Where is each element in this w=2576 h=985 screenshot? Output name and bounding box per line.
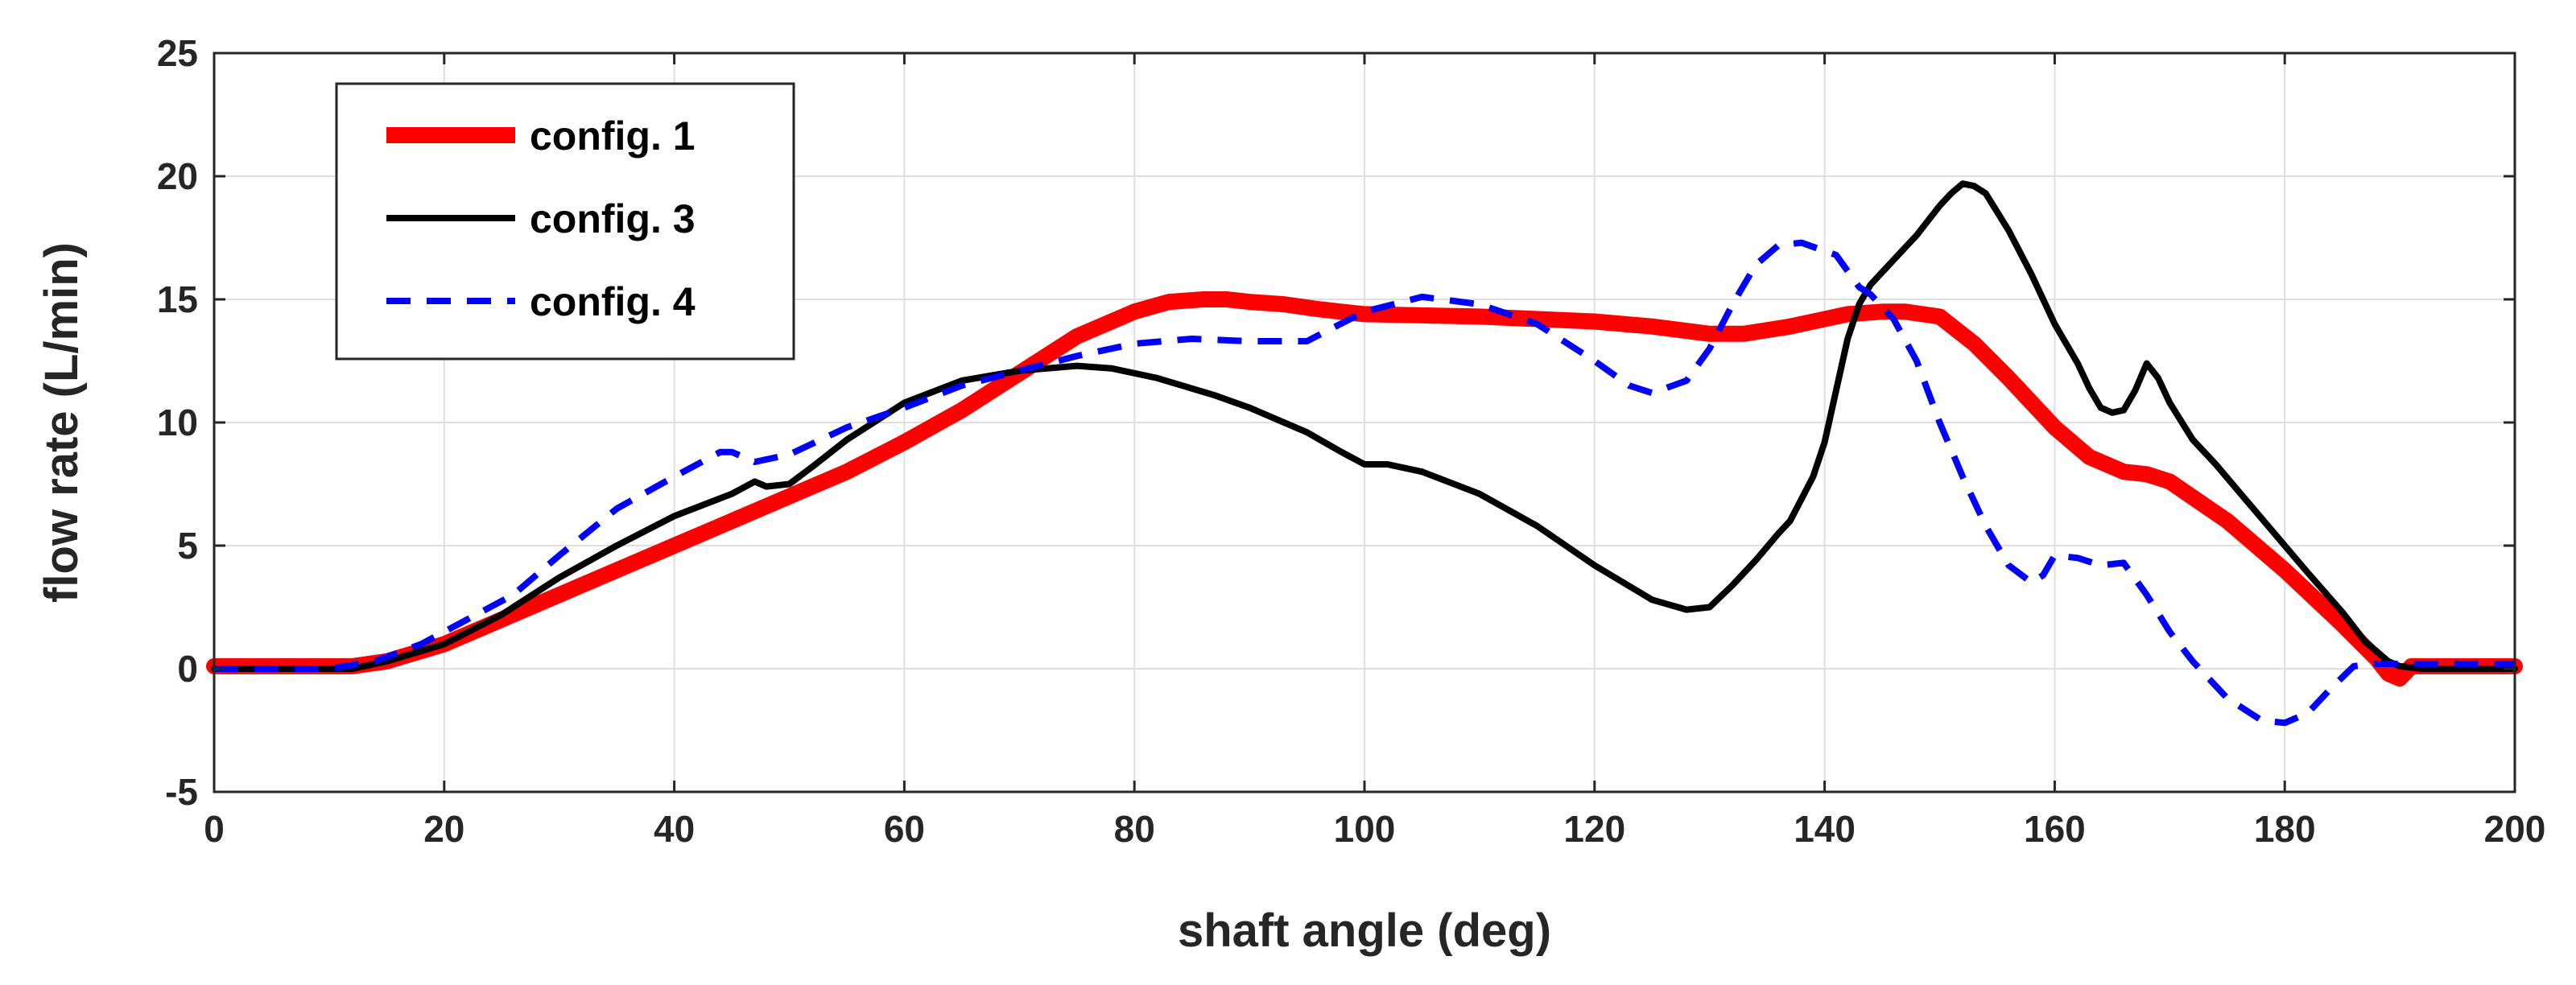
x-tick-label: 100 bbox=[1334, 808, 1396, 850]
legend-label: config. 3 bbox=[530, 196, 696, 241]
x-tick-label: 80 bbox=[1114, 808, 1155, 850]
x-tick-label: 200 bbox=[2484, 808, 2546, 850]
series-line-config-3 bbox=[211, 180, 2518, 672]
series-line-config-1 bbox=[206, 291, 2523, 687]
y-tick-label: 5 bbox=[177, 525, 198, 567]
x-tick-label: 40 bbox=[654, 808, 695, 850]
x-tick-label: 0 bbox=[204, 808, 225, 850]
y-tick-label: 20 bbox=[157, 155, 198, 197]
y-tick-label: 25 bbox=[157, 32, 198, 74]
y-axis-label: flow rate (L/min) bbox=[35, 242, 88, 603]
x-axis-label: shaft angle (deg) bbox=[1178, 905, 1551, 957]
y-tick-label: -5 bbox=[165, 771, 198, 813]
x-tick-label: 180 bbox=[2254, 808, 2316, 850]
y-tick-label: 15 bbox=[157, 278, 198, 320]
series-line-config-4 bbox=[214, 239, 2515, 727]
x-tick-label: 60 bbox=[884, 808, 925, 850]
legend-label: config. 4 bbox=[530, 279, 696, 324]
x-tick-label: 20 bbox=[423, 808, 464, 850]
y-tick-label: 0 bbox=[177, 648, 198, 690]
series-layer bbox=[206, 180, 2523, 727]
legend-label: config. 1 bbox=[530, 113, 696, 159]
x-tick-label: 160 bbox=[2024, 808, 2086, 850]
legend: config. 1 config. 3 config. 4 bbox=[335, 82, 795, 361]
x-tick-label: 120 bbox=[1563, 808, 1625, 850]
x-tick-label: 140 bbox=[1794, 808, 1856, 850]
y-tick-label: 10 bbox=[157, 402, 198, 443]
ticks bbox=[213, 52, 2516, 793]
